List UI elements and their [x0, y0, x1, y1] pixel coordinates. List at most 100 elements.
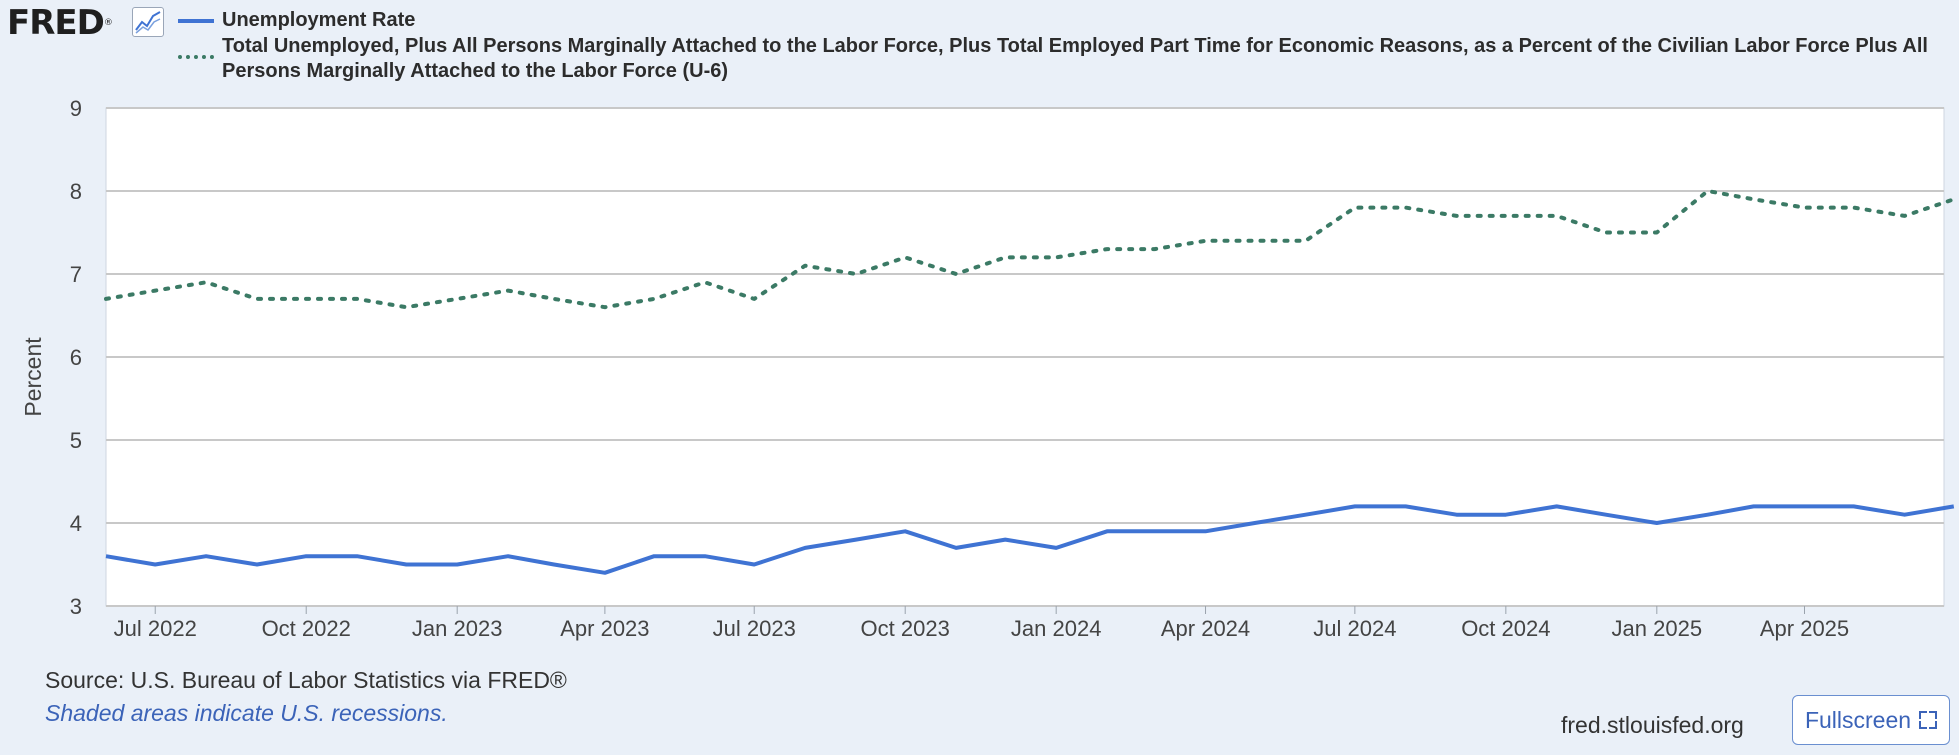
data-point-unemployment-rate[interactable] — [601, 569, 609, 577]
data-point-unemployment-rate[interactable] — [701, 552, 709, 560]
data-point-u6[interactable] — [1750, 195, 1758, 203]
data-point-u6[interactable] — [151, 287, 159, 295]
legend-item-unemployment-rate[interactable]: Unemployment Rate — [178, 8, 1938, 33]
data-point-unemployment-rate[interactable] — [202, 552, 210, 560]
data-point-unemployment-rate[interactable] — [1202, 527, 1210, 535]
y-tick-label: 6 — [70, 345, 82, 370]
data-point-u6[interactable] — [253, 295, 261, 303]
data-point-unemployment-rate[interactable] — [1302, 511, 1310, 519]
data-point-unemployment-rate[interactable] — [1801, 502, 1809, 510]
data-point-unemployment-rate[interactable] — [1251, 519, 1259, 527]
data-point-u6[interactable] — [1202, 237, 1210, 245]
source-note: Source: U.S. Bureau of Labor Statistics … — [45, 667, 567, 693]
data-point-unemployment-rate[interactable] — [1052, 544, 1060, 552]
data-point-unemployment-rate[interactable] — [1850, 502, 1858, 510]
data-point-u6[interactable] — [1950, 195, 1958, 203]
data-point-unemployment-rate[interactable] — [1001, 536, 1009, 544]
data-point-unemployment-rate[interactable] — [852, 536, 860, 544]
data-point-unemployment-rate[interactable] — [901, 527, 909, 535]
data-point-u6[interactable] — [601, 303, 609, 311]
data-point-u6[interactable] — [1351, 204, 1359, 212]
x-tick-label: Oct 2023 — [861, 616, 950, 641]
data-point-u6[interactable] — [1251, 237, 1259, 245]
data-point-unemployment-rate[interactable] — [1553, 502, 1561, 510]
data-point-u6[interactable] — [1653, 229, 1661, 237]
series-line-u6[interactable] — [104, 189, 1956, 310]
data-point-u6[interactable] — [1052, 253, 1060, 261]
fullscreen-label: Fullscreen — [1804, 706, 1912, 733]
line-chart-icon[interactable] — [132, 7, 164, 37]
x-tick-label: Apr 2024 — [1161, 616, 1250, 641]
data-point-unemployment-rate[interactable] — [1704, 511, 1712, 519]
data-point-u6[interactable] — [1801, 204, 1809, 212]
data-point-unemployment-rate[interactable] — [1750, 502, 1758, 510]
data-point-u6[interactable] — [453, 295, 461, 303]
data-point-u6[interactable] — [801, 262, 809, 270]
data-point-u6[interactable] — [852, 270, 860, 278]
series-line-unemployment-rate[interactable] — [105, 504, 1955, 575]
y-tick-label: 9 — [70, 96, 82, 121]
data-point-unemployment-rate[interactable] — [952, 544, 960, 552]
data-point-unemployment-rate[interactable] — [801, 544, 809, 552]
data-point-unemployment-rate[interactable] — [504, 552, 512, 560]
data-point-unemployment-rate[interactable] — [402, 561, 410, 569]
data-point-u6[interactable] — [1553, 212, 1561, 220]
data-point-unemployment-rate[interactable] — [750, 561, 758, 569]
data-point-u6[interactable] — [1602, 229, 1610, 237]
data-point-unemployment-rate[interactable] — [1653, 519, 1661, 527]
data-point-u6[interactable] — [550, 295, 558, 303]
data-point-u6[interactable] — [302, 295, 310, 303]
data-point-u6[interactable] — [1151, 245, 1159, 253]
data-point-unemployment-rate[interactable] — [453, 561, 461, 569]
data-point-u6[interactable] — [1402, 204, 1410, 212]
data-point-unemployment-rate[interactable] — [102, 552, 110, 560]
data-point-u6[interactable] — [402, 303, 410, 311]
data-point-u6[interactable] — [901, 253, 909, 261]
y-axis-label: Percent — [20, 337, 46, 417]
data-point-unemployment-rate[interactable] — [650, 552, 658, 560]
data-point-unemployment-rate[interactable] — [1602, 511, 1610, 519]
data-point-unemployment-rate[interactable] — [1151, 527, 1159, 535]
data-point-u6[interactable] — [650, 295, 658, 303]
data-point-u6[interactable] — [102, 295, 110, 303]
data-point-unemployment-rate[interactable] — [1901, 511, 1909, 519]
data-point-unemployment-rate[interactable] — [253, 561, 261, 569]
data-point-u6[interactable] — [1001, 253, 1009, 261]
data-point-unemployment-rate[interactable] — [1950, 502, 1958, 510]
data-point-u6[interactable] — [1901, 212, 1909, 220]
legend-swatch-dotted — [178, 55, 214, 59]
data-point-unemployment-rate[interactable] — [1402, 502, 1410, 510]
data-point-unemployment-rate[interactable] — [1453, 511, 1461, 519]
data-point-u6[interactable] — [1850, 204, 1858, 212]
expand-icon — [1919, 711, 1938, 729]
fullscreen-button[interactable]: Fullscreen — [1792, 695, 1950, 745]
chart-legend: Unemployment Rate Total Unemployed, Plus… — [178, 8, 1938, 85]
legend-item-u6[interactable]: Total Unemployed, Plus All Persons Margi… — [178, 34, 1938, 84]
data-point-u6[interactable] — [1502, 212, 1510, 220]
data-point-u6[interactable] — [1103, 245, 1111, 253]
data-point-unemployment-rate[interactable] — [1103, 527, 1111, 535]
y-tick-label: 8 — [70, 179, 82, 204]
data-point-u6[interactable] — [202, 278, 210, 286]
data-point-u6[interactable] — [1704, 187, 1712, 195]
y-tick-label: 4 — [70, 511, 82, 536]
fred-logo[interactable]: FRED® — [7, 3, 113, 43]
data-point-u6[interactable] — [1453, 212, 1461, 220]
data-point-unemployment-rate[interactable] — [151, 561, 159, 569]
data-point-unemployment-rate[interactable] — [1351, 502, 1359, 510]
y-tick-label: 3 — [70, 594, 82, 619]
data-point-u6[interactable] — [952, 270, 960, 278]
data-point-unemployment-rate[interactable] — [550, 561, 558, 569]
data-point-u6[interactable] — [750, 295, 758, 303]
data-point-u6[interactable] — [701, 278, 709, 286]
x-tick-label: Jan 2024 — [1011, 616, 1102, 641]
data-point-unemployment-rate[interactable] — [353, 552, 361, 560]
data-point-u6[interactable] — [1302, 237, 1310, 245]
x-tick-label: Apr 2023 — [560, 616, 649, 641]
data-point-unemployment-rate[interactable] — [302, 552, 310, 560]
data-point-u6[interactable] — [504, 287, 512, 295]
data-point-unemployment-rate[interactable] — [1502, 511, 1510, 519]
legend-swatch-solid — [178, 19, 214, 23]
legend-label: Unemployment Rate — [222, 9, 416, 31]
data-point-u6[interactable] — [353, 295, 361, 303]
